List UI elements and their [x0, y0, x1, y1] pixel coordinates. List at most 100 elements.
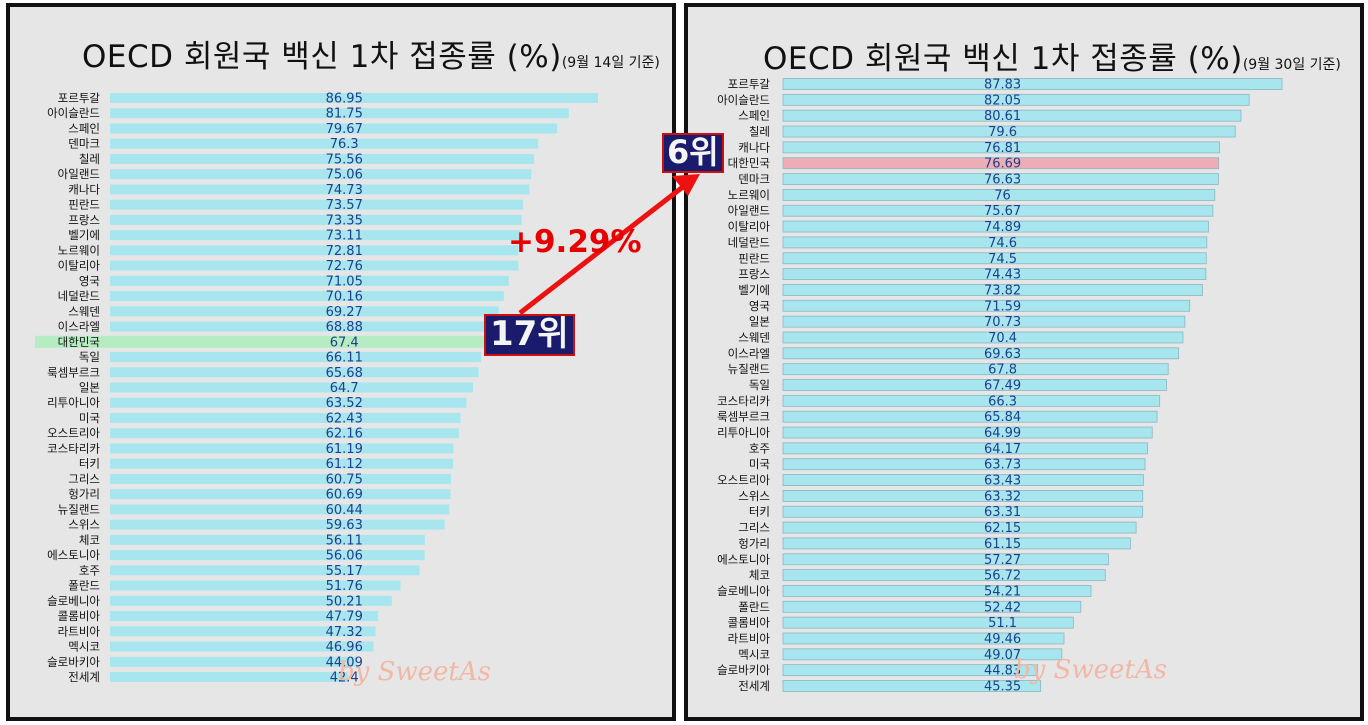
right-value-label: 45.35	[984, 680, 1021, 695]
right-value-label: 71.59	[984, 299, 1021, 314]
left-value-label: 79.67	[326, 122, 363, 137]
left-category-label: 아일랜드	[58, 167, 100, 181]
right-value-label: 75.67	[984, 204, 1021, 219]
left-category-label: 터키	[79, 457, 100, 471]
right-value-label: 52.42	[984, 600, 1021, 615]
right-bar	[782, 188, 1216, 201]
left-category-label: 프랑스	[68, 213, 100, 227]
left-value-label: 73.57	[326, 198, 363, 213]
right-bar	[782, 553, 1109, 566]
left-bar	[110, 473, 451, 484]
right-bar	[782, 220, 1209, 233]
left-bar	[110, 428, 459, 439]
left-category-label: 룩셈부르크	[47, 365, 100, 379]
left-category-label: 호주	[79, 563, 100, 577]
left-category-label: 에스토니아	[47, 548, 100, 562]
left-value-label: 63.52	[326, 396, 363, 411]
left-value-label: 65.68	[326, 366, 363, 381]
left-category-label: 영국	[79, 274, 100, 288]
left-bar	[110, 611, 379, 622]
left-bar	[110, 504, 450, 515]
left-value-label: 56.11	[326, 533, 363, 548]
left-value-label: 50.21	[326, 594, 363, 609]
right-category-label: 그리스	[738, 521, 770, 535]
left-category-label: 독일	[79, 350, 100, 364]
right-value-label: 69.63	[984, 347, 1021, 362]
right-bar	[782, 394, 1161, 407]
right-bar	[782, 363, 1169, 376]
left-bar	[110, 672, 348, 682]
left-category-label: 아이슬란드	[47, 106, 100, 120]
left-chart-panel: OECD 회원국 백신 1차 접종률 (%)(9월 14일 기준) 포르투갈 86…	[6, 3, 676, 721]
left-category-label: 스웨덴	[68, 304, 100, 318]
right-value-label: 51.1	[988, 616, 1017, 631]
left-bar-chart: 포르투갈 86.95 아이슬란드 81.75 스페인 79.67 덴마크 76.3 칠레 75.5…	[35, 91, 598, 686]
right-category-label: 코스타리카	[717, 394, 770, 408]
right-value-label: 74.43	[984, 268, 1021, 283]
left-bar	[110, 458, 454, 469]
right-category-label: 멕시코	[738, 647, 770, 661]
right-bar	[782, 204, 1214, 217]
left-category-label: 덴마크	[68, 137, 100, 151]
right-value-label: 79.6	[988, 125, 1017, 140]
right-chart-panel: OECD 회원국 백신 1차 접종률 (%)(9월 30일 기준) 포르투갈 87…	[684, 3, 1364, 721]
left-category-label: 일본	[79, 381, 100, 395]
left-value-label: 46.96	[326, 640, 363, 655]
left-bar	[110, 641, 374, 652]
left-value-label: 70.16	[326, 290, 363, 305]
right-bar	[782, 442, 1148, 455]
left-value-label: 60.75	[326, 472, 363, 487]
left-category-label: 뉴질랜드	[58, 502, 100, 516]
left-bar	[110, 169, 532, 180]
right-bar	[782, 331, 1184, 344]
right-bar	[782, 252, 1207, 265]
left-bar	[110, 595, 392, 606]
left-chart-title: OECD 회원국 백신 1차 접종률 (%)(9월 14일 기준)	[82, 31, 660, 76]
left-value-label: 69.27	[326, 305, 363, 320]
left-bar	[110, 306, 499, 317]
right-category-label: 폴란드	[738, 600, 770, 614]
left-bar	[110, 412, 461, 423]
right-category-label: 슬로바키아	[717, 663, 770, 677]
right-category-label: 에스토니아	[717, 552, 770, 566]
left-category-label: 노르웨이	[58, 243, 100, 257]
left-title-main: OECD 회원국 백신 1차 접종률 (%)	[82, 39, 562, 75]
right-category-label: 스위스	[738, 489, 770, 503]
right-category-label: 미국	[749, 457, 770, 471]
left-category-label: 네덜란드	[58, 289, 100, 303]
right-category-label: 아이슬란드	[717, 93, 770, 107]
right-category-label: 독일	[749, 378, 770, 392]
right-value-label: 64.17	[984, 442, 1021, 457]
right-value-label: 61.15	[984, 537, 1021, 552]
left-category-label: 이스라엘	[58, 320, 100, 334]
right-bar	[782, 505, 1144, 518]
rank-before-badge: 17위	[484, 314, 575, 356]
right-category-label: 네덜란드	[728, 235, 770, 249]
right-value-label: 73.82	[984, 283, 1021, 298]
right-value-label: 74.5	[988, 252, 1017, 267]
right-category-label: 터키	[749, 505, 770, 519]
left-bar	[110, 214, 522, 225]
left-value-label: 86.95	[326, 92, 363, 107]
right-value-label: 63.31	[984, 505, 1021, 520]
right-bar	[782, 109, 1242, 122]
right-bar	[782, 284, 1203, 296]
right-category-label: 뉴질랜드	[728, 362, 770, 376]
left-value-label: 62.43	[326, 411, 363, 426]
right-bar	[782, 347, 1179, 360]
left-category-label: 전세계	[68, 670, 100, 684]
left-category-label: 라트비아	[58, 624, 101, 638]
right-bar	[782, 125, 1236, 138]
right-value-label: 76.81	[984, 141, 1021, 156]
left-category-label: 체코	[79, 533, 100, 547]
right-bar	[782, 93, 1250, 106]
left-bar	[110, 184, 530, 195]
left-bar	[110, 138, 539, 149]
left-category-label: 슬로바키아	[47, 655, 100, 669]
right-bar	[782, 141, 1220, 154]
left-value-label: 72.76	[326, 259, 363, 274]
left-value-label: 67.4	[330, 335, 359, 350]
right-bar	[782, 458, 1146, 471]
left-value-label: 61.12	[326, 457, 363, 472]
left-category-label: 콜롬비아	[58, 609, 101, 623]
